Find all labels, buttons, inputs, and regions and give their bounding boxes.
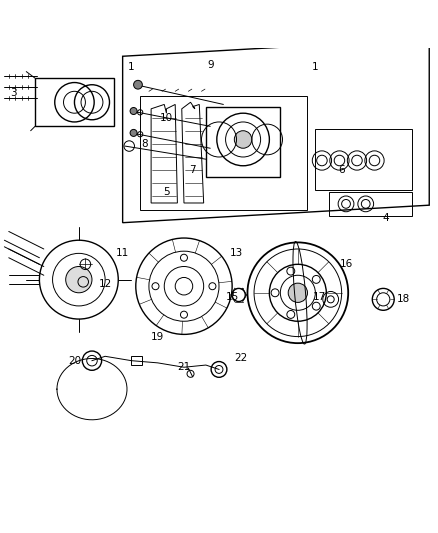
Text: 8: 8 <box>141 139 148 149</box>
Circle shape <box>234 131 252 148</box>
Text: 22: 22 <box>234 353 247 364</box>
Text: 17: 17 <box>313 292 326 302</box>
Bar <box>131 356 142 365</box>
Text: 1: 1 <box>312 62 319 72</box>
Circle shape <box>130 108 137 115</box>
Text: 12: 12 <box>99 279 112 289</box>
Bar <box>315 128 412 190</box>
Circle shape <box>66 266 92 293</box>
Text: 18: 18 <box>396 294 410 304</box>
Text: 3: 3 <box>10 88 17 99</box>
Bar <box>206 107 280 177</box>
Text: 5: 5 <box>163 187 170 197</box>
Text: 10: 10 <box>160 112 173 123</box>
Text: 15: 15 <box>226 292 239 302</box>
Text: 1: 1 <box>128 62 135 72</box>
Circle shape <box>130 130 137 136</box>
Circle shape <box>288 283 307 302</box>
Text: 7: 7 <box>189 165 196 175</box>
Bar <box>328 192 412 216</box>
Text: 19: 19 <box>151 332 164 342</box>
Text: 9: 9 <box>207 60 214 70</box>
Text: 16: 16 <box>339 260 353 269</box>
Text: 6: 6 <box>338 165 345 175</box>
Circle shape <box>134 80 142 89</box>
Bar <box>140 96 307 209</box>
Text: 20: 20 <box>68 356 81 366</box>
Text: 13: 13 <box>230 248 243 259</box>
Bar <box>35 78 114 126</box>
Text: 4: 4 <box>382 213 389 223</box>
Text: 21: 21 <box>177 362 191 372</box>
Text: 11: 11 <box>116 248 129 259</box>
